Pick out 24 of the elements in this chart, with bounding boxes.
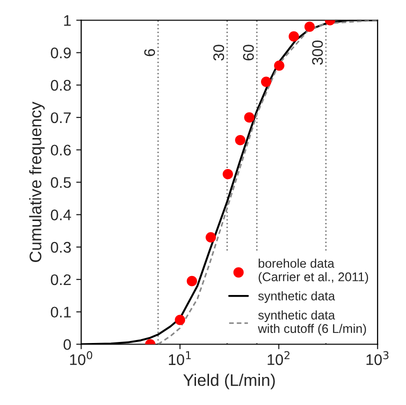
ref-line-label: 6 xyxy=(144,49,156,56)
legend-label: synthetic data with cutoff (6 L/min) xyxy=(258,310,366,336)
y-tick-label: 0.2 xyxy=(50,274,71,286)
y-tick-label: 0.7 xyxy=(50,112,71,124)
x-axis-title: Yield (L/min) xyxy=(183,374,275,390)
x-tick-label: 10$^{1}$ xyxy=(168,351,191,366)
ref-line-label: 300 xyxy=(312,40,323,65)
x-tick-label: 10$^{2}$ xyxy=(268,351,290,366)
y-tick-label: 0 xyxy=(64,339,71,350)
legend-label: synthetic data xyxy=(258,291,336,303)
y-tick-label: 0.6 xyxy=(50,144,71,156)
y-tick-label: 0.1 xyxy=(50,306,71,318)
y-tick-label: 1 xyxy=(64,15,71,26)
x-tick-label: 10$^{0}$ xyxy=(70,351,92,366)
y-tick-label: 0.9 xyxy=(50,48,71,58)
y-tick-label: 0.3 xyxy=(50,242,71,253)
ref-line-label: 60 xyxy=(243,44,254,60)
y-axis-title: Cumulative frequency xyxy=(29,102,45,262)
y-tick-label: 0.5 xyxy=(50,177,71,188)
y-tick-label: 0.4 xyxy=(50,210,72,220)
legend-label: borehole data (Carrier et al., 2011) xyxy=(258,258,368,284)
x-tick-label: 10$^{3}$ xyxy=(366,351,388,366)
y-tick-label: 0.8 xyxy=(50,80,71,91)
ref-line-label: 30 xyxy=(213,44,224,61)
